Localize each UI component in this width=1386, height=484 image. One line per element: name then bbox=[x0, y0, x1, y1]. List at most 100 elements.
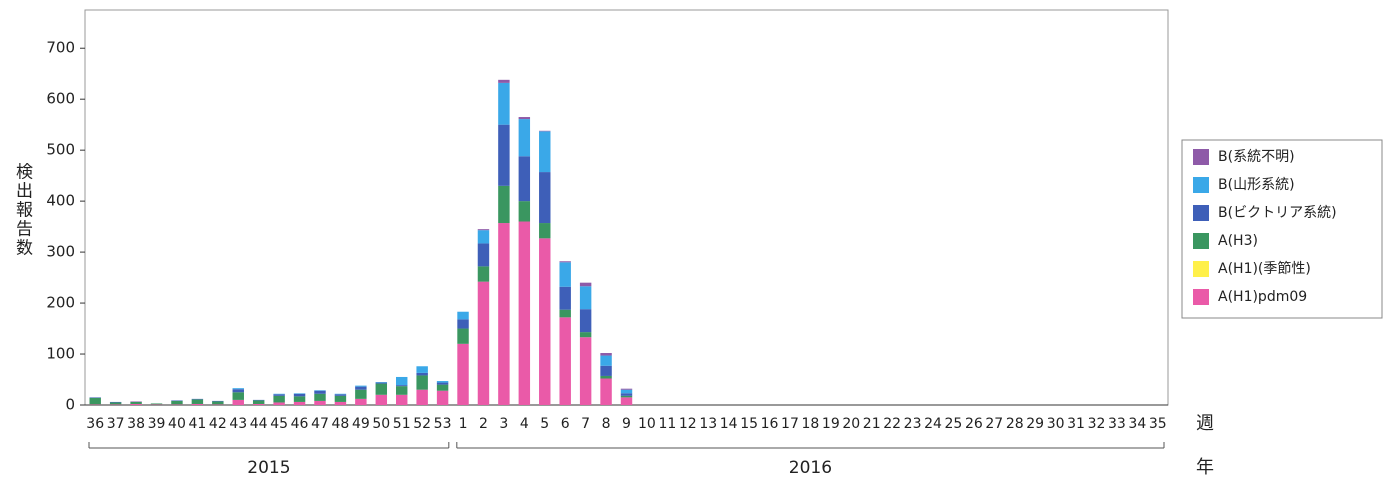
bar-segment bbox=[212, 404, 224, 405]
bar-segment bbox=[375, 382, 388, 383]
bar-segment bbox=[273, 395, 285, 403]
bar-segment bbox=[171, 400, 183, 405]
bar-segment bbox=[498, 79, 510, 83]
x-tick-label: 45 bbox=[270, 416, 288, 432]
legend-swatch bbox=[1193, 205, 1209, 221]
bar-segment bbox=[252, 400, 265, 404]
year-label: 2016 bbox=[789, 458, 832, 478]
x-tick-label: 33 bbox=[1108, 416, 1126, 432]
x-tick-label: 48 bbox=[332, 416, 350, 432]
bar-segment bbox=[191, 398, 204, 400]
y-tick-label: 700 bbox=[46, 39, 75, 57]
bar-segment bbox=[498, 185, 510, 224]
x-tick-label: 14 bbox=[720, 416, 738, 432]
x-tick-label: 21 bbox=[863, 416, 881, 432]
legend-swatch bbox=[1193, 289, 1209, 305]
bar-segment bbox=[89, 397, 101, 405]
x-tick-label: 7 bbox=[581, 416, 590, 432]
x-tick-label: 52 bbox=[413, 416, 431, 432]
bar-segment bbox=[212, 400, 224, 402]
bar-segment bbox=[109, 404, 122, 405]
bar-segment bbox=[232, 392, 244, 400]
y-tick-label: 400 bbox=[46, 192, 75, 210]
x-tick-label: 42 bbox=[209, 416, 227, 432]
bar-segment bbox=[600, 375, 612, 379]
bar-segment bbox=[457, 311, 469, 320]
bar-segment bbox=[477, 230, 490, 244]
x-tick-label: 51 bbox=[393, 416, 411, 432]
year-label: 2015 bbox=[247, 458, 290, 478]
x-tick-label: 50 bbox=[372, 416, 390, 432]
x-tick-label: 37 bbox=[107, 416, 125, 432]
x-tick-label: 32 bbox=[1088, 416, 1106, 432]
bar-segment bbox=[334, 395, 347, 402]
legend-label: A(H1)(季節性) bbox=[1218, 260, 1311, 277]
bar-segment bbox=[416, 366, 428, 373]
bar-segment bbox=[191, 403, 204, 405]
bar-segment bbox=[579, 337, 592, 405]
bar-segment bbox=[314, 400, 326, 405]
bar-segment bbox=[477, 281, 490, 405]
x-tick-label: 18 bbox=[801, 416, 819, 432]
legend-swatch bbox=[1193, 233, 1209, 249]
bar-segment bbox=[620, 388, 633, 390]
x-tick-label: 2 bbox=[479, 416, 488, 432]
x-tick-label: 23 bbox=[904, 416, 922, 432]
x-tick-label: 30 bbox=[1047, 416, 1065, 432]
x-tick-label: 41 bbox=[188, 416, 206, 432]
bar-segment bbox=[559, 286, 571, 310]
x-tick-label: 39 bbox=[148, 416, 166, 432]
bar-segment bbox=[518, 201, 531, 222]
legend-swatch bbox=[1193, 177, 1209, 193]
x-tick-label: 20 bbox=[842, 416, 860, 432]
bar-segment bbox=[396, 376, 408, 386]
bar-segment bbox=[252, 399, 265, 401]
x-tick-label: 27 bbox=[985, 416, 1003, 432]
x-tick-label: 17 bbox=[781, 416, 799, 432]
x-tick-label: 1 bbox=[459, 416, 468, 432]
bar-segment bbox=[436, 390, 449, 405]
bar-segment bbox=[498, 82, 510, 125]
bar-segment bbox=[477, 266, 490, 282]
bar-segment bbox=[436, 382, 449, 385]
bar-segment bbox=[620, 395, 633, 398]
x-tick-label: 11 bbox=[658, 416, 676, 432]
bar-segment bbox=[600, 355, 612, 366]
bar-segment bbox=[539, 223, 551, 239]
x-tick-label: 44 bbox=[250, 416, 268, 432]
bar-segment bbox=[89, 404, 101, 405]
bar-segment bbox=[252, 403, 265, 405]
x-tick-label: 16 bbox=[761, 416, 779, 432]
bar-segment bbox=[396, 394, 408, 405]
bar-segment bbox=[334, 394, 347, 396]
bar-segment bbox=[232, 389, 244, 393]
bar-segment bbox=[620, 389, 633, 394]
bar-segment bbox=[375, 382, 388, 384]
bar-segment bbox=[293, 401, 306, 405]
x-tick-label: 36 bbox=[86, 416, 104, 432]
x-tick-label: 53 bbox=[434, 416, 452, 432]
x-tick-label: 49 bbox=[352, 416, 370, 432]
bar-segment bbox=[416, 389, 428, 405]
x-tick-label: 43 bbox=[229, 416, 247, 432]
bar-segment bbox=[334, 401, 347, 405]
bar-segment bbox=[416, 372, 428, 376]
bar-segment bbox=[498, 124, 510, 186]
x-tick-label: 31 bbox=[1067, 416, 1085, 432]
year-axis-label: 年 bbox=[1196, 457, 1214, 478]
bar-segment bbox=[273, 393, 285, 395]
bar-segment bbox=[232, 399, 244, 405]
bar-segment bbox=[375, 394, 388, 405]
bar-segment bbox=[539, 130, 551, 132]
bar-segment bbox=[314, 393, 326, 401]
bar-segment bbox=[559, 261, 571, 263]
x-tick-label: 28 bbox=[1006, 416, 1024, 432]
x-tick-label: 47 bbox=[311, 416, 329, 432]
bar-segment bbox=[559, 309, 571, 318]
bar-segment bbox=[171, 404, 183, 405]
bar-segment bbox=[191, 399, 204, 404]
bar-segment bbox=[293, 393, 306, 397]
x-tick-label: 13 bbox=[699, 416, 717, 432]
bar-segment bbox=[109, 402, 122, 405]
bar-segment bbox=[579, 332, 592, 338]
